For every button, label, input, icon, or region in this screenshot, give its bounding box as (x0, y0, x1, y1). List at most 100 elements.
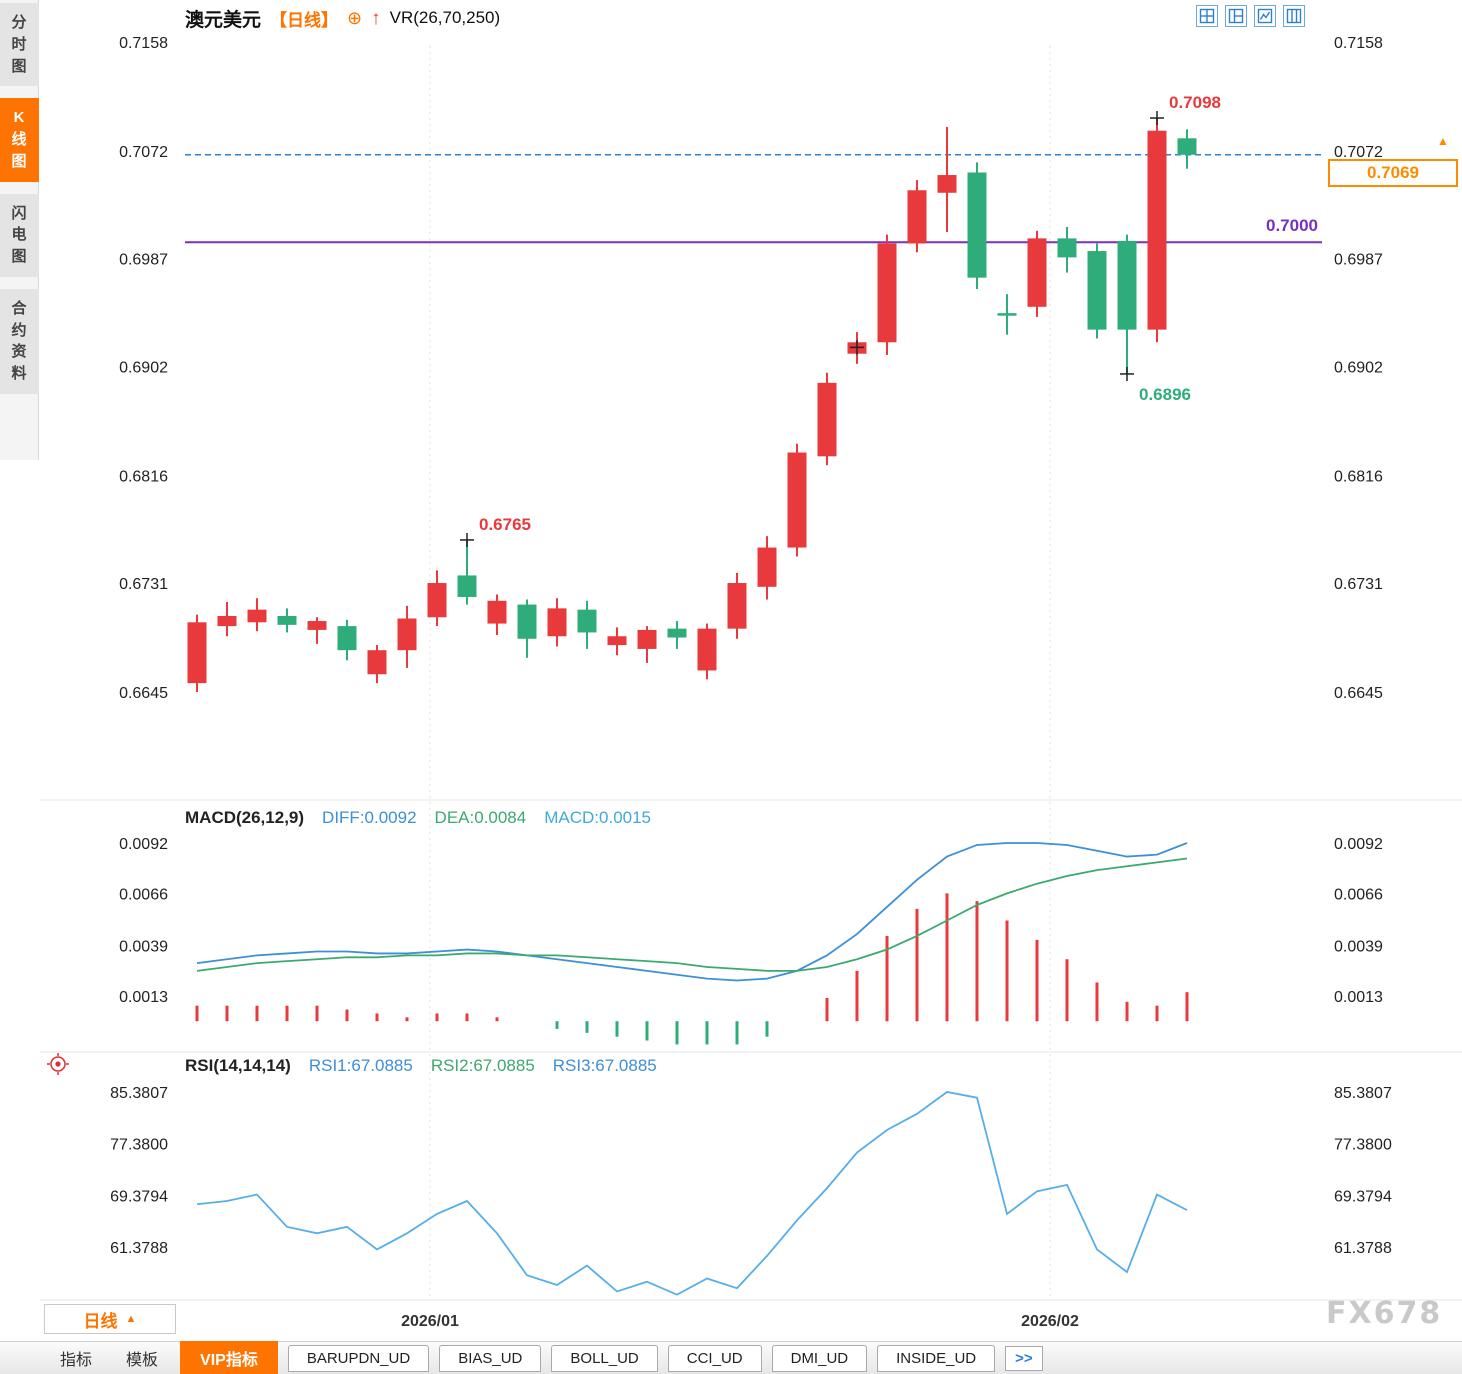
candle-body (187, 622, 207, 684)
layout-add-pane-icon[interactable] (1196, 5, 1218, 27)
macd-diff-value: DIFF:0.0092 (322, 808, 417, 827)
candle-body (397, 618, 417, 651)
axis-label: 0.0013 (119, 989, 168, 1006)
candle-body (877, 243, 897, 343)
candle-body (1057, 238, 1077, 258)
watermark: FX678 (1326, 1296, 1443, 1331)
tab-bias-ud[interactable]: BIAS_UD (439, 1344, 542, 1372)
macd-dea-line (196, 857, 1188, 972)
layout-chart-pane-icon[interactable] (1254, 5, 1276, 27)
candle-body (1027, 238, 1047, 307)
axis-label: 0.0092 (119, 836, 168, 853)
support-level-label: 0.7000 (1266, 216, 1318, 235)
axis-label: 0.6816 (1334, 468, 1383, 485)
axis-label: 0.6902 (119, 359, 168, 376)
price-annotation-label: 0.7098 (1169, 93, 1221, 112)
axis-label: 0.6731 (119, 576, 168, 593)
tab-dmi-ud[interactable]: DMI_UD (771, 1344, 868, 1372)
axis-label: 0.6987 (119, 252, 168, 269)
rsi-indicator-name: RSI(14,14,14) (185, 1056, 291, 1075)
axis-label: 0.7158 (1334, 35, 1383, 52)
candle-body (787, 452, 807, 548)
candle-body (1087, 251, 1107, 330)
axis-label: 0.6645 (1334, 685, 1383, 702)
axis-label: 0.6902 (1334, 359, 1383, 376)
axis-label: 0.0066 (1334, 886, 1383, 903)
tab-boll-ud[interactable]: BOLL_UD (551, 1344, 658, 1372)
axis-label: 85.3807 (110, 1085, 168, 1102)
candle-body (307, 621, 327, 630)
current-price-value: 0.7069 (1367, 163, 1419, 182)
candle-body (247, 609, 267, 623)
tab-indicators[interactable]: 指标 (60, 1352, 93, 1369)
x-axis-label: 2026/02 (1021, 1313, 1079, 1330)
current-price-tag: 0.7069 (1328, 159, 1458, 187)
candle-body (577, 609, 597, 633)
candle-body (937, 175, 957, 193)
layout-split-icon[interactable] (1225, 5, 1247, 27)
candle-body (697, 628, 717, 671)
candle-body (457, 575, 477, 597)
macd-header: MACD(26,12,9) DIFF:0.0092 DEA:0.0084 MAC… (185, 808, 651, 828)
candle-body (607, 636, 627, 646)
macd-diff-line (196, 842, 1188, 982)
candle-body (367, 650, 387, 675)
axis-label: 85.3807 (1334, 1085, 1392, 1102)
chart-header: 澳元美元 【日线】 ⊕ ↑ VR(26,70,250) (185, 5, 500, 31)
axis-label: 0.7158 (119, 35, 168, 52)
period-selector-button[interactable]: 日线 ▲ (44, 1304, 176, 1334)
candle-body (1117, 240, 1137, 330)
axis-label: 69.3794 (110, 1188, 168, 1205)
rsi-header: RSI(14,14,14) RSI1:67.0885 RSI2:67.0885 … (185, 1056, 657, 1076)
crosshair-target-icon[interactable] (46, 1052, 70, 1076)
up-arrow-icon: ↑ (371, 7, 381, 29)
candle-body (1177, 138, 1197, 155)
rsi3-value: RSI3:67.0885 (552, 1056, 657, 1075)
sidebar-tab-contract-info[interactable]: 合约资料 (0, 288, 39, 394)
indicator-tab-bar: 指标 模板 VIP指标 BARUPDN_UD BIAS_UD BOLL_UD CCI_UD D… (0, 1341, 1462, 1374)
axis-label: 0.0066 (119, 886, 168, 903)
candle-body (817, 382, 837, 457)
axis-label: 0.0039 (119, 939, 168, 956)
symbol-title: 澳元美元 (185, 9, 262, 31)
axis-label: 0.7072 (1334, 144, 1383, 161)
axis-label: 0.6816 (119, 468, 168, 485)
candle-body (667, 628, 687, 638)
tab-inside-ud[interactable]: INSIDE_UD (877, 1344, 996, 1372)
layout-columns-icon[interactable] (1283, 5, 1305, 27)
candle-body (907, 190, 927, 244)
candle-body (487, 600, 507, 624)
candle-body (997, 313, 1017, 316)
period-tag: 【日线】 (270, 10, 339, 30)
vr-indicator-label: VR(26,70,250) (389, 8, 501, 27)
candle-body (727, 583, 747, 629)
tab-vip-indicators[interactable]: VIP指标 (180, 1341, 278, 1374)
axis-label: 0.0092 (1334, 836, 1383, 853)
rsi-line (196, 1091, 1188, 1296)
macd-dea-value: DEA:0.0084 (434, 808, 527, 827)
candle-body (967, 172, 987, 278)
tab-barupdn-ud[interactable]: BARUPDN_UD (287, 1344, 430, 1372)
add-indicator-icon[interactable]: ⊕ (347, 8, 363, 28)
tab-more[interactable]: >> (1005, 1345, 1043, 1371)
axis-label: 0.7072 (119, 144, 168, 161)
x-axis-label: 2026/01 (401, 1313, 459, 1330)
axis-label: 0.6987 (1334, 252, 1383, 269)
window-layout-icons (1196, 5, 1305, 27)
axis-label: 0.6731 (1334, 576, 1383, 593)
tab-cci-ud[interactable]: CCI_UD (667, 1344, 762, 1372)
tab-templates[interactable]: 模板 (126, 1352, 159, 1369)
axis-label: 69.3794 (1334, 1188, 1392, 1205)
price-annotation-label: 0.6765 (479, 515, 531, 534)
candle-body (217, 615, 237, 627)
dropdown-arrow-icon: ▲ (125, 1313, 137, 1325)
axis-label: 61.3788 (110, 1240, 168, 1257)
candle-body (1147, 130, 1167, 330)
rsi1-value: RSI1:67.0885 (308, 1056, 413, 1075)
sidebar-tab-flash-chart[interactable]: 闪电图 (0, 193, 39, 277)
sidebar-tab-time-chart[interactable]: 分时图 (0, 3, 39, 87)
